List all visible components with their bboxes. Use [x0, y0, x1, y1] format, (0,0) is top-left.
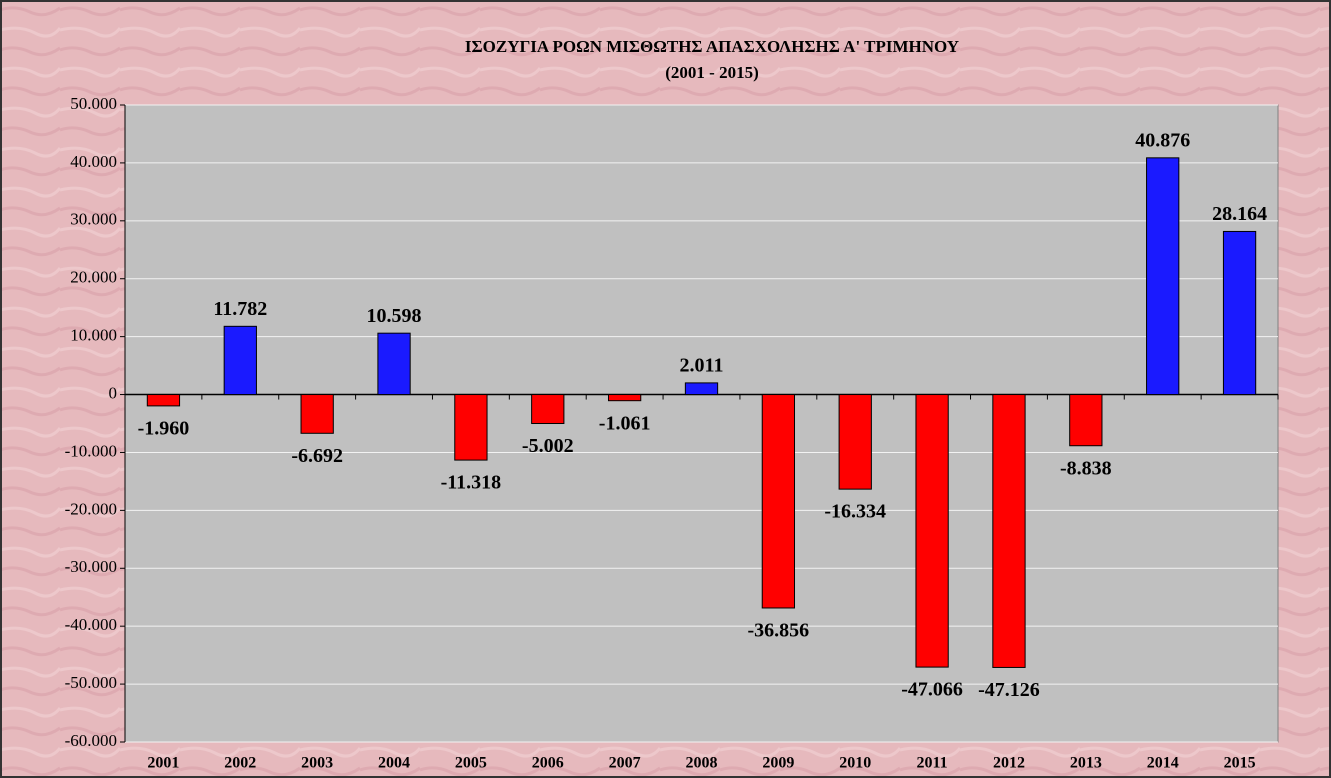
bar — [223, 325, 257, 396]
y-tick-label: 40.000 — [70, 152, 117, 171]
chart-subtitle: (2001 - 2015) — [665, 63, 758, 82]
x-tick-label: 2003 — [301, 755, 333, 772]
data-label: -16.334 — [824, 501, 886, 523]
y-tick-label: -10.000 — [65, 441, 117, 460]
data-label: -8.838 — [1060, 457, 1112, 479]
data-label: -47.126 — [978, 679, 1040, 701]
x-tick-label: 2001 — [147, 755, 179, 772]
y-tick-label: 50.000 — [70, 94, 117, 113]
y-tick-label: 30.000 — [70, 210, 117, 229]
bar — [992, 394, 1026, 668]
bar — [607, 394, 642, 402]
y-tick-label: 10.000 — [70, 326, 117, 345]
x-tick-label: 2010 — [839, 755, 871, 772]
x-tick-label: 2007 — [609, 755, 641, 772]
x-tick-label: 2014 — [1147, 755, 1179, 772]
x-tick-label: 2015 — [1224, 755, 1256, 772]
bar — [1222, 230, 1257, 396]
bar — [146, 394, 181, 407]
y-tick-label: 0 — [109, 383, 118, 402]
bar — [684, 382, 719, 396]
x-tick-label: 2006 — [532, 755, 564, 772]
data-label: 40.876 — [1135, 129, 1190, 151]
y-tick-label: 20.000 — [70, 268, 117, 287]
bar — [915, 394, 949, 668]
plot-area — [124, 104, 1279, 743]
y-tick-label: -40.000 — [65, 615, 117, 634]
bar — [838, 394, 872, 490]
bar — [761, 394, 796, 609]
x-tick-label: 2002 — [224, 755, 256, 772]
data-label: 2.011 — [680, 354, 724, 376]
y-tick-label: -50.000 — [65, 673, 117, 692]
bar — [1069, 394, 1103, 447]
data-label: -5.002 — [522, 435, 574, 457]
data-label: -11.318 — [441, 472, 502, 494]
x-tick-label: 2004 — [378, 755, 410, 772]
bar — [300, 394, 334, 434]
data-label: -1.960 — [138, 417, 190, 439]
x-tick-label: 2011 — [917, 755, 948, 772]
chart-title: ΙΣΟΖΥΓΙΑ ΡΟΩΝ ΜΙΣΘΩΤΗΣ ΑΠΑΣΧΟΛΗΣΗΣ Α' ΤΡ… — [465, 37, 959, 56]
data-label: -47.066 — [901, 679, 963, 701]
data-label: 11.782 — [213, 298, 267, 320]
data-label: -6.692 — [291, 445, 343, 467]
x-tick-label: 2005 — [455, 755, 487, 772]
x-tick-label: 2013 — [1070, 755, 1102, 772]
data-label: -1.061 — [599, 412, 651, 434]
data-label: 10.598 — [367, 305, 422, 327]
data-label: -36.856 — [748, 620, 810, 642]
bar — [377, 332, 411, 396]
y-tick-label: -20.000 — [65, 499, 117, 518]
bar — [1146, 157, 1180, 396]
data-label: 28.164 — [1212, 203, 1267, 225]
y-tick-label: -60.000 — [65, 731, 117, 750]
x-tick-label: 2008 — [686, 755, 718, 772]
y-tick-label: -30.000 — [65, 557, 117, 576]
bar — [454, 394, 488, 461]
x-tick-label: 2009 — [762, 755, 794, 772]
x-tick-label: 2012 — [993, 755, 1025, 772]
bar — [531, 394, 565, 425]
